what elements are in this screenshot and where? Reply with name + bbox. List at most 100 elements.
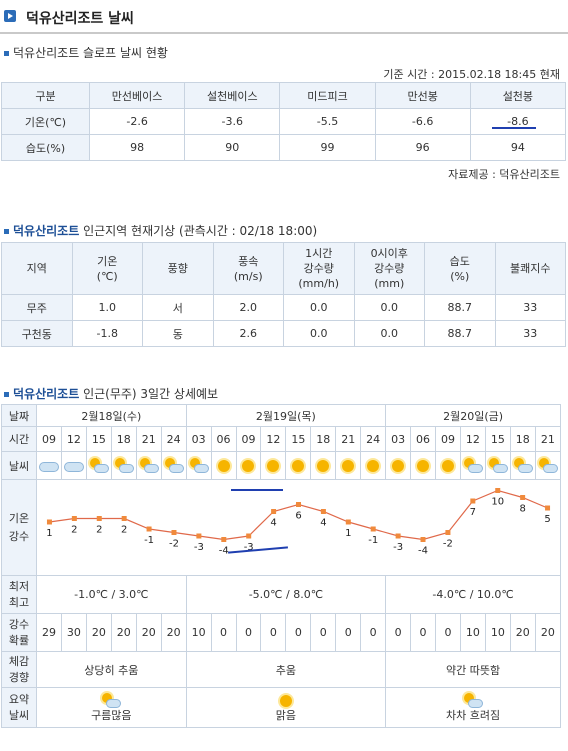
sun-icon [287, 458, 309, 474]
col-header: 풍향 [142, 242, 214, 295]
row-header: 습도(%) [1, 134, 90, 161]
feel-trend-row: 체감 경향 상당히 추움 추움 약간 따뜻함 [1, 651, 561, 688]
temperature-point [146, 526, 152, 531]
time-cell: 21 [135, 426, 162, 452]
slope-section-heading: 덕유산리조트 슬로프 날씨 현황 [4, 44, 168, 61]
weather-cell [509, 451, 536, 480]
annotation-underline [492, 127, 536, 129]
table-cell: 33 [494, 320, 566, 347]
temperature-label: 2 [96, 524, 102, 535]
row-header: 기온(℃) [1, 108, 90, 135]
time-cell: 06 [410, 426, 436, 452]
temperature-label: 8 [519, 503, 525, 514]
temperature-label: 6 [295, 510, 301, 521]
weather-cell [36, 451, 62, 480]
temperature-point [246, 533, 252, 538]
sun-icon [412, 458, 434, 474]
col-header: 기온 (℃) [71, 242, 143, 295]
table-cell: -3.6 [184, 108, 281, 135]
partly-cloudy-icon [462, 692, 484, 709]
temperature-label: -3 [244, 542, 254, 553]
partly-cloudy-icon [113, 457, 135, 474]
weather-cell [410, 451, 436, 480]
time-cell: 21 [534, 426, 562, 452]
pop-cell: 10 [459, 613, 486, 652]
time-cell: 18 [110, 426, 137, 452]
time-cell: 09 [235, 426, 262, 452]
partly-cloudy-icon [138, 457, 160, 474]
pop-cell: 0 [210, 613, 237, 652]
page-title: 덕유산리조트 날씨 [26, 11, 134, 27]
pop-cell: 0 [360, 613, 387, 652]
table-cell: 2.0 [212, 294, 284, 321]
col-header: 불쾌지수 [494, 242, 566, 295]
cloud-icon [38, 458, 60, 474]
col-header: 풍속 (m/s) [212, 242, 284, 295]
partly-cloudy-icon [512, 457, 534, 474]
table-cell: 2.6 [212, 320, 284, 347]
time-cell: 15 [85, 426, 112, 452]
table-cell: -2.6 [88, 108, 186, 135]
time-cell: 24 [160, 426, 187, 452]
table-cell: -5.5 [279, 108, 376, 135]
table-header-row: 구분 만선베이스 설천베이스 미드피크 만선봉 설천봉 [1, 82, 567, 109]
table-cell: 33 [494, 294, 566, 321]
table-cell: 88.7 [424, 294, 496, 321]
weather-cell [435, 451, 461, 480]
temperature-label: -3 [194, 542, 204, 553]
temperature-label: 2 [71, 524, 77, 535]
sun-icon [387, 458, 409, 474]
temperature-label: -1 [144, 535, 154, 546]
weather-cell [310, 451, 337, 480]
page-header: 덕유산리조트 날씨 [0, 0, 568, 34]
col-header: 1시간 강수량 (mm/h) [283, 242, 355, 295]
weather-cell [385, 451, 412, 480]
table-cell: -1.8 [71, 320, 143, 347]
temperature-point [545, 505, 551, 510]
partly-cloudy-icon [100, 692, 122, 709]
temperature-label: 7 [470, 507, 476, 518]
summary-row: 요약 날씨 구름많음 맑음 차차 흐려짐 [1, 687, 561, 728]
col-header: 미드피크 [279, 82, 376, 109]
time-cell: 03 [185, 426, 212, 452]
temperature-point [520, 494, 526, 500]
temperature-point [196, 533, 202, 538]
pop-cell: 0 [285, 613, 312, 652]
partly-cloudy-icon [462, 457, 484, 474]
forecast-table: 날짜 2월18일(수) 2월19일(목) 2월20일(금) 시간 09 12 15 18 2… [1, 404, 562, 728]
date-cell: 2월18일(수) [36, 404, 187, 427]
temperature-label: -4 [219, 545, 229, 556]
table-row: 기온(℃) -2.6 -3.6 -5.5 -6.6 -8.6 [1, 108, 567, 135]
weather-row: 날씨 [1, 451, 562, 480]
row-header: 무주 [1, 294, 73, 321]
sun-icon [337, 458, 359, 474]
temperature-label: -2 [443, 538, 453, 549]
sun-icon [275, 693, 297, 709]
bullet-icon [4, 392, 9, 397]
partly-cloudy-icon [88, 457, 110, 474]
table-cell: 1.0 [71, 294, 143, 321]
row-header: 구천동 [1, 320, 73, 347]
time-cell: 15 [285, 426, 312, 452]
table-cell: 0.0 [283, 320, 355, 347]
time-cell: 21 [335, 426, 362, 452]
time-cell: 06 [210, 426, 237, 452]
row-header: 시간 [1, 426, 37, 452]
pop-cell: 20 [160, 613, 187, 652]
summary-label: 차차 흐려짐 [446, 708, 501, 722]
temperature-point [495, 487, 501, 493]
temperature-point [395, 533, 401, 538]
table-cell: 98 [88, 134, 186, 161]
temperature-point [445, 529, 451, 535]
weather-cell [210, 451, 237, 480]
table-row: 무주 1.0 서 2.0 0.0 0.0 88.7 33 [1, 294, 566, 321]
pop-cell: 10 [484, 613, 511, 652]
table-cell: 0.0 [353, 294, 425, 321]
table-cell: -6.6 [374, 108, 471, 135]
temperature-label: 5 [544, 514, 550, 525]
col-header: 설천베이스 [184, 82, 281, 109]
feel-cell: 약간 따뜻함 [385, 651, 561, 688]
min-max-cell: -4.0℃ / 10.0℃ [385, 575, 561, 614]
col-header: 구분 [1, 82, 90, 109]
time-cell: 24 [360, 426, 387, 452]
